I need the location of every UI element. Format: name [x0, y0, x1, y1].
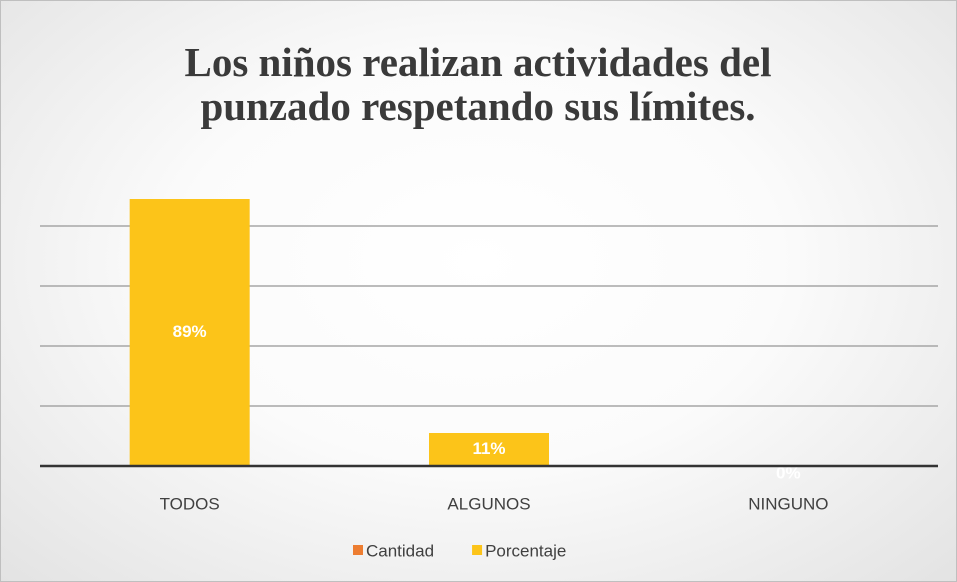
legend-label: Porcentaje	[485, 541, 566, 560]
data-label: 11%	[472, 439, 505, 458]
x-tick-label: TODOS	[160, 494, 220, 513]
legend-label: Cantidad	[366, 541, 434, 560]
bar	[129, 199, 250, 466]
data-label: 0%	[776, 463, 801, 482]
chart-title: Los niños realizan actividades del punza…	[184, 39, 772, 129]
legend-swatch	[353, 545, 363, 555]
legend-swatch	[472, 545, 483, 555]
bar	[429, 433, 549, 466]
x-tick-label: ALGUNOS	[447, 494, 530, 513]
data-label: 89%	[173, 322, 207, 341]
x-tick-label: NINGUNO	[748, 494, 828, 513]
